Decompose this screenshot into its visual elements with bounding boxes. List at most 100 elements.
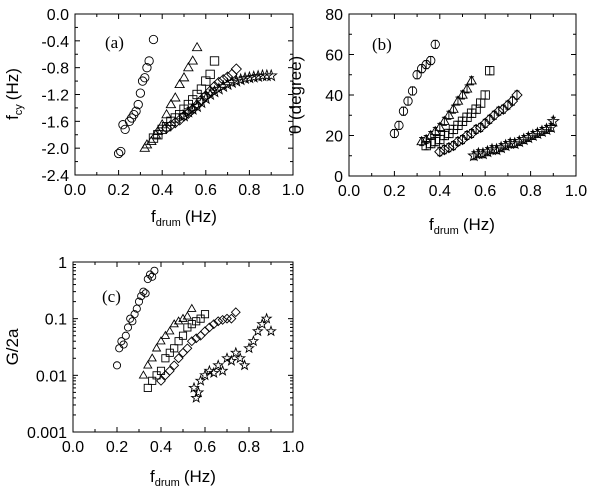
y-tick-label: 20 (325, 129, 343, 146)
x-tick-label: 0.8 (238, 439, 260, 456)
star-marker (220, 77, 235, 91)
square-marker (148, 376, 157, 385)
circle-marker (139, 287, 148, 296)
diamond-marker (191, 333, 202, 344)
star-marker (234, 352, 247, 364)
x-tick-label: 0.0 (62, 439, 84, 456)
circle-marker (134, 297, 144, 306)
series-circle (112, 266, 159, 370)
x-tick-label: 0.2 (383, 183, 405, 200)
circle-marker (128, 317, 137, 326)
circle-marker (143, 275, 152, 284)
circle-marker (132, 304, 141, 313)
circle-marker (137, 76, 148, 86)
star-marker (508, 136, 522, 150)
diamond-marker (465, 127, 478, 140)
diamond-marker (164, 365, 175, 376)
y-tick-label: 40 (325, 88, 343, 105)
triangle-marker (457, 89, 468, 99)
star-marker (498, 138, 513, 152)
diamond-marker (213, 316, 224, 327)
triangle-marker (174, 78, 186, 89)
star-marker (238, 359, 251, 371)
diamond-marker (165, 119, 177, 132)
square-marker (156, 366, 166, 375)
triangle-marker (434, 121, 446, 132)
panel-c-label: (c) (102, 287, 121, 306)
panel-c-ticks: 0.0 0.2 0.4 0.6 0.8 1.0 1 0.1 0.01 0.001 (27, 255, 304, 456)
star-marker (265, 325, 277, 337)
triangle-marker (466, 75, 477, 85)
diamond-marker (200, 326, 210, 337)
circle-marker (430, 39, 440, 50)
star-marker (260, 68, 274, 82)
star-marker (535, 124, 549, 138)
y-tick-label: -2.4 (41, 168, 69, 185)
star-marker (190, 391, 203, 403)
triangle-marker (138, 370, 149, 379)
star-marker (526, 128, 540, 142)
star-marker (247, 335, 260, 347)
series-diamond (156, 307, 241, 386)
y-tick-label: 0.1 (45, 312, 67, 329)
triangle-marker (156, 336, 166, 345)
square-marker (170, 344, 179, 353)
circle-marker (116, 146, 126, 157)
star-marker (530, 126, 545, 140)
circle-marker (148, 272, 157, 281)
diamond-marker (443, 141, 455, 154)
square-marker (161, 354, 170, 363)
panel-c-marks (112, 266, 277, 403)
square-marker (209, 56, 220, 66)
series-diamond (434, 89, 523, 158)
series-circle (389, 39, 440, 139)
circle-marker (142, 63, 152, 73)
star-marker (225, 75, 239, 89)
triangle-marker (151, 343, 162, 352)
circle-marker (130, 310, 139, 319)
diamond-marker (511, 89, 523, 101)
star-marker (546, 114, 560, 127)
y-tick-label: 0 (334, 169, 343, 186)
triangle-marker (443, 109, 455, 119)
star-marker (539, 122, 554, 136)
diamond-marker (169, 116, 181, 129)
square-marker (480, 90, 490, 100)
star-marker (225, 354, 238, 366)
circle-marker (135, 88, 146, 98)
star-marker (212, 82, 226, 95)
diamond-marker (434, 146, 446, 158)
diamond-marker (169, 360, 180, 371)
square-marker (178, 331, 188, 340)
triangle-marker (147, 353, 157, 362)
star-marker (188, 381, 200, 393)
triangle-marker (448, 103, 459, 113)
triangle-marker (182, 61, 194, 72)
diamond-marker (452, 135, 464, 148)
star-marker (471, 146, 486, 160)
star-marker (243, 342, 255, 354)
circle-marker (112, 361, 122, 370)
diamond-marker (182, 343, 193, 354)
star-marker (251, 325, 264, 337)
diamond-marker (470, 123, 482, 136)
circle-marker (150, 266, 159, 275)
y-tick-label: -2.0 (41, 141, 69, 158)
diamond-marker (186, 336, 197, 347)
square-marker (152, 371, 161, 380)
diamond-marker (226, 313, 237, 324)
diamond-marker (493, 105, 505, 117)
circle-marker (121, 331, 130, 340)
panel-b-ticks: 0.0 0.2 0.4 0.6 0.8 1.0 0 20 40 60 80 (325, 7, 587, 200)
x-tick-label: 0.6 (195, 182, 217, 199)
circle-marker (119, 340, 128, 349)
y-tick-label: 60 (325, 48, 343, 65)
triangle-marker (452, 95, 464, 105)
star-marker (476, 146, 490, 160)
star-marker (216, 79, 230, 93)
square-marker (174, 337, 183, 346)
x-tick-label: 1.0 (282, 439, 304, 456)
square-marker (165, 348, 174, 357)
x-tick-label: 1.0 (282, 182, 304, 199)
